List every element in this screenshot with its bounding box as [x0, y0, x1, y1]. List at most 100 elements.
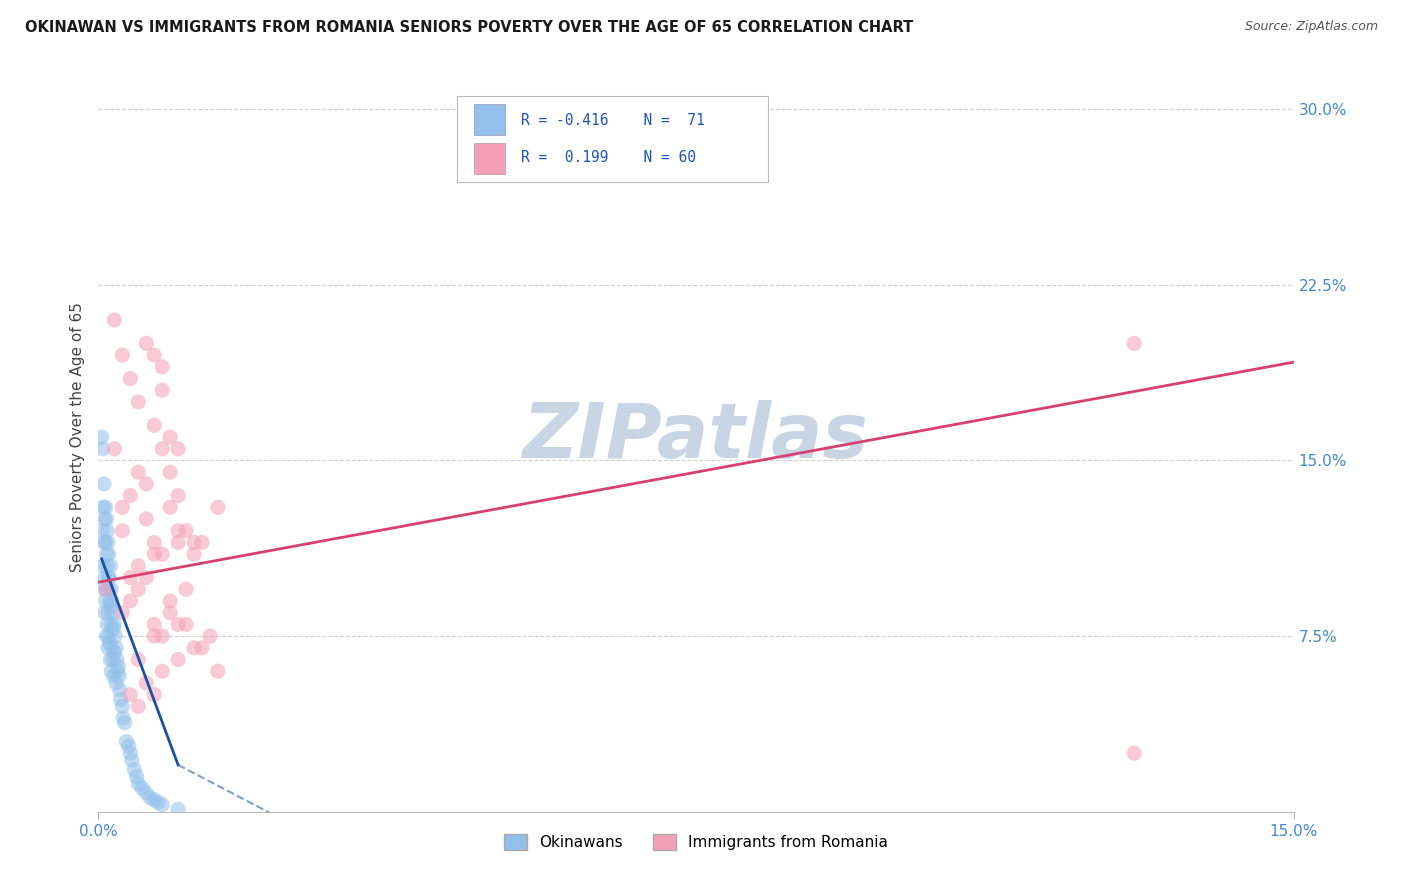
Point: [183, 535, 205, 549]
Bar: [474, 103, 505, 135]
Point: [97, 547, 120, 561]
Point: [101, 594, 124, 608]
Point: [91, 442, 114, 456]
Point: [174, 617, 197, 632]
Point: [143, 547, 166, 561]
Point: [167, 802, 190, 816]
Point: [93, 476, 115, 491]
Point: [131, 781, 153, 796]
Y-axis label: Seniors Poverty Over the Age of 65: Seniors Poverty Over the Age of 65: [69, 302, 84, 572]
Point: [143, 348, 166, 362]
Point: [97, 629, 120, 643]
Point: [115, 734, 138, 748]
Legend: Okinawans, Immigrants from Romania: Okinawans, Immigrants from Romania: [498, 829, 894, 856]
Point: [148, 796, 170, 810]
Point: [150, 797, 173, 812]
Point: [150, 384, 173, 398]
Point: [167, 489, 190, 503]
Point: [191, 535, 214, 549]
Point: [183, 547, 205, 561]
Point: [114, 715, 136, 730]
Point: [96, 582, 118, 597]
Point: [111, 500, 134, 515]
Point: [159, 606, 181, 620]
Point: [167, 535, 190, 549]
Point: [111, 606, 134, 620]
Point: [127, 652, 149, 666]
Point: [96, 547, 118, 561]
Point: [120, 489, 142, 503]
Point: [108, 683, 131, 698]
Point: [96, 524, 118, 538]
Text: Source: ZipAtlas.com: Source: ZipAtlas.com: [1244, 20, 1378, 33]
Point: [191, 640, 214, 655]
Point: [91, 524, 114, 538]
Point: [97, 535, 120, 549]
Point: [159, 594, 181, 608]
Point: [111, 348, 134, 362]
Point: [94, 535, 117, 549]
Point: [96, 512, 118, 526]
Point: [103, 646, 125, 660]
Point: [198, 629, 221, 643]
Point: [98, 599, 122, 613]
Point: [174, 524, 197, 538]
Point: [98, 594, 121, 608]
Point: [143, 793, 166, 807]
Point: [98, 652, 122, 666]
Point: [107, 664, 129, 679]
Point: [120, 688, 142, 702]
Point: [94, 606, 117, 620]
Point: [159, 500, 181, 515]
Point: [97, 606, 120, 620]
Point: [103, 313, 125, 327]
Point: [108, 669, 131, 683]
Point: [150, 629, 173, 643]
Point: [93, 582, 115, 597]
Point: [135, 476, 157, 491]
Point: [167, 652, 190, 666]
Point: [101, 606, 124, 620]
Point: [167, 442, 190, 456]
Point: [183, 640, 205, 655]
Point: [1123, 746, 1146, 760]
Point: [91, 500, 114, 515]
Bar: [474, 143, 505, 174]
Point: [103, 617, 125, 632]
Point: [90, 430, 112, 444]
Point: [98, 571, 121, 585]
Point: [96, 558, 118, 573]
Point: [207, 500, 229, 515]
Text: ZIPatlas: ZIPatlas: [523, 401, 869, 474]
Point: [120, 371, 142, 385]
Point: [127, 582, 149, 597]
Point: [100, 582, 122, 597]
Point: [127, 395, 149, 409]
Text: R =  0.199    N = 60: R = 0.199 N = 60: [522, 150, 696, 165]
FancyBboxPatch shape: [457, 96, 768, 182]
Point: [143, 418, 166, 433]
Point: [120, 746, 142, 760]
Point: [104, 629, 127, 643]
Point: [135, 512, 157, 526]
Point: [97, 582, 120, 597]
Point: [94, 512, 117, 526]
Point: [127, 699, 149, 714]
Point: [159, 465, 181, 479]
Point: [139, 790, 162, 805]
Point: [97, 640, 120, 655]
Point: [104, 676, 127, 690]
Point: [167, 617, 190, 632]
Point: [94, 571, 117, 585]
Point: [143, 535, 166, 549]
Point: [93, 535, 115, 549]
Point: [96, 629, 118, 643]
Point: [103, 622, 125, 636]
Point: [135, 571, 157, 585]
Point: [159, 430, 181, 444]
Point: [127, 465, 149, 479]
Point: [97, 571, 120, 585]
Point: [120, 594, 142, 608]
Point: [110, 692, 132, 706]
Point: [135, 786, 157, 800]
